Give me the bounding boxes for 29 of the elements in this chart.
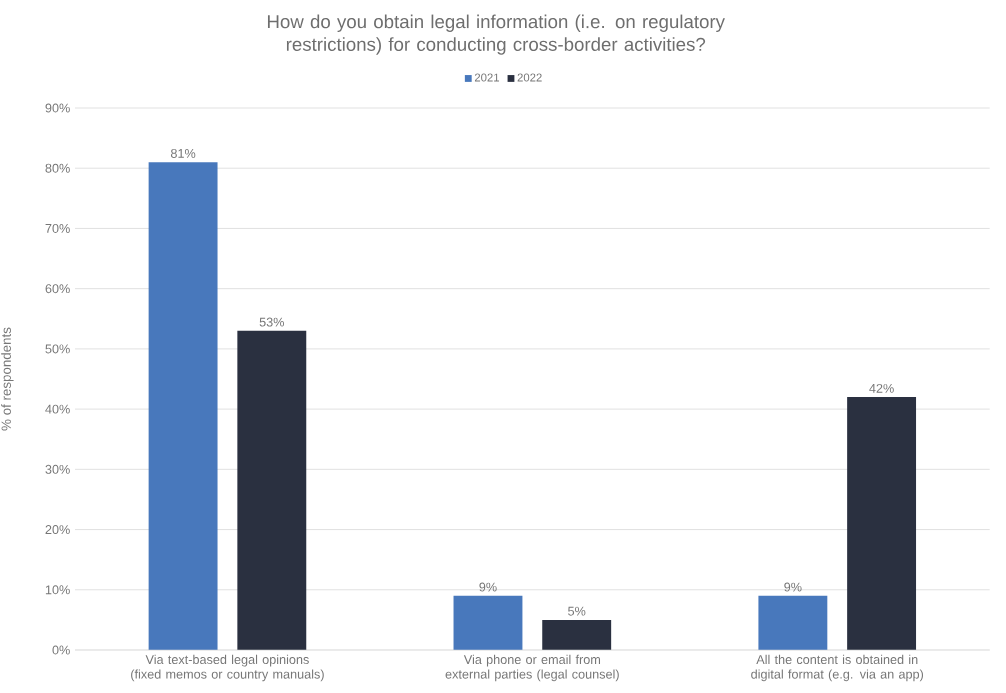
y-tick-label: 10%	[45, 585, 70, 595]
x-tick-label: Via phone or email from external parties (legal counsel)	[445, 654, 619, 682]
y-axis-title: % of respondents	[1, 327, 14, 431]
data-label: 81%	[170, 148, 196, 158]
y-tick-label: 0%	[52, 645, 70, 655]
bar	[847, 397, 917, 650]
x-tick-label: Via text-based legal opinions (fixed memos or country manuals)	[131, 654, 324, 682]
bar	[148, 162, 218, 650]
y-tick-label: 70%	[45, 223, 70, 233]
data-label: 9%	[479, 582, 497, 592]
bar	[542, 619, 612, 650]
y-tick-label: 20%	[45, 525, 70, 535]
data-label: 9%	[784, 582, 802, 592]
y-tick-label: 90%	[45, 103, 70, 113]
y-tick-label: 80%	[45, 163, 70, 173]
data-label: 42%	[869, 383, 894, 393]
bar	[453, 595, 523, 650]
y-tick-label: 60%	[45, 284, 70, 294]
x-tick-label: All the content is obtained in digital format (e.g. via an app)	[751, 654, 924, 682]
bar	[758, 595, 828, 650]
y-tick-label: 50%	[45, 344, 70, 354]
data-label: 53%	[259, 317, 285, 327]
chart-title: How do you obtain legal information (i.e. on regulatory restrictions) for conducting cross-border activities?	[267, 14, 725, 55]
legend-label: 2021	[474, 73, 500, 82]
data-label: 5%	[568, 606, 586, 616]
y-tick-label: 40%	[45, 404, 70, 414]
bar	[237, 330, 307, 650]
legend-label: 2022	[517, 73, 542, 82]
y-tick-label: 30%	[45, 464, 70, 474]
